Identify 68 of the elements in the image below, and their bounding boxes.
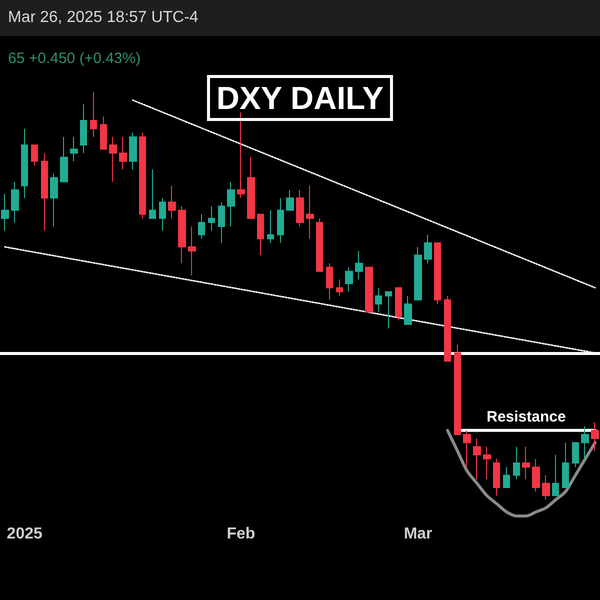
candlestick	[50, 173, 58, 228]
candlestick	[277, 198, 284, 244]
candlestick	[227, 181, 235, 228]
candlestick	[336, 279, 343, 296]
candlestick	[355, 250, 363, 280]
candlestick	[591, 422, 599, 452]
candlestick	[100, 116, 107, 150]
candlestick	[1, 193, 9, 232]
candlestick	[178, 206, 186, 264]
candlestick	[119, 136, 127, 170]
candlestick	[41, 152, 48, 232]
x-tick-label: 2025	[6, 526, 42, 542]
candlestick	[572, 442, 579, 468]
candlestick	[296, 189, 304, 228]
candlestick	[414, 246, 422, 300]
candlestick	[493, 458, 500, 496]
candlestick	[365, 266, 373, 313]
candlestick	[188, 226, 196, 276]
candlestick	[326, 262, 333, 300]
candlestick	[395, 287, 402, 321]
candlestick	[444, 295, 451, 362]
candlestick	[316, 218, 323, 272]
candlestick	[257, 214, 264, 256]
candlestick	[149, 168, 156, 219]
candlestick	[503, 466, 510, 488]
candlestick	[90, 92, 97, 138]
candlestick	[581, 426, 589, 460]
candlestick	[80, 104, 87, 154]
candlestick	[109, 136, 117, 182]
candlestick	[483, 446, 491, 480]
candlestick	[208, 206, 215, 232]
candlestick	[11, 181, 19, 223]
candlestick	[198, 214, 205, 240]
candlestick	[60, 136, 68, 182]
text: 65 +0.450 (+0.43%)	[8, 50, 141, 67]
candlestick	[522, 446, 530, 480]
candlestick	[404, 295, 412, 325]
x-tick-label: Feb	[226, 526, 256, 542]
candlestick	[306, 185, 314, 240]
candlestick	[513, 446, 520, 480]
candlestick	[139, 132, 146, 219]
candlestick	[434, 242, 441, 304]
chart-title: DXY DAILY	[216, 80, 384, 116]
candlestick	[473, 438, 481, 480]
candlestick	[129, 132, 137, 170]
candlestick	[159, 198, 166, 232]
candlestick	[345, 266, 353, 292]
candlestick	[70, 136, 78, 162]
candlestick	[237, 112, 245, 198]
candlestick	[375, 287, 382, 313]
candlestick	[552, 454, 559, 496]
candlestick	[424, 234, 432, 264]
candlestick	[542, 474, 550, 500]
candlestick	[247, 156, 255, 219]
candlestick	[463, 430, 471, 468]
candlestick	[31, 144, 38, 166]
x-tick-label: Mar	[404, 526, 432, 542]
candlestick	[562, 442, 569, 488]
candlestick	[267, 210, 274, 244]
candlestick	[218, 202, 225, 244]
candlestick	[385, 291, 392, 329]
candlestick	[532, 458, 540, 492]
candlestick	[286, 189, 294, 211]
candlestick	[21, 128, 28, 198]
candlestick	[454, 344, 461, 435]
candlestick	[168, 185, 176, 219]
text: Mar 26, 2025 18:57 UTC-4	[0, 0, 600, 36]
series-label: Resistance	[486, 408, 566, 426]
